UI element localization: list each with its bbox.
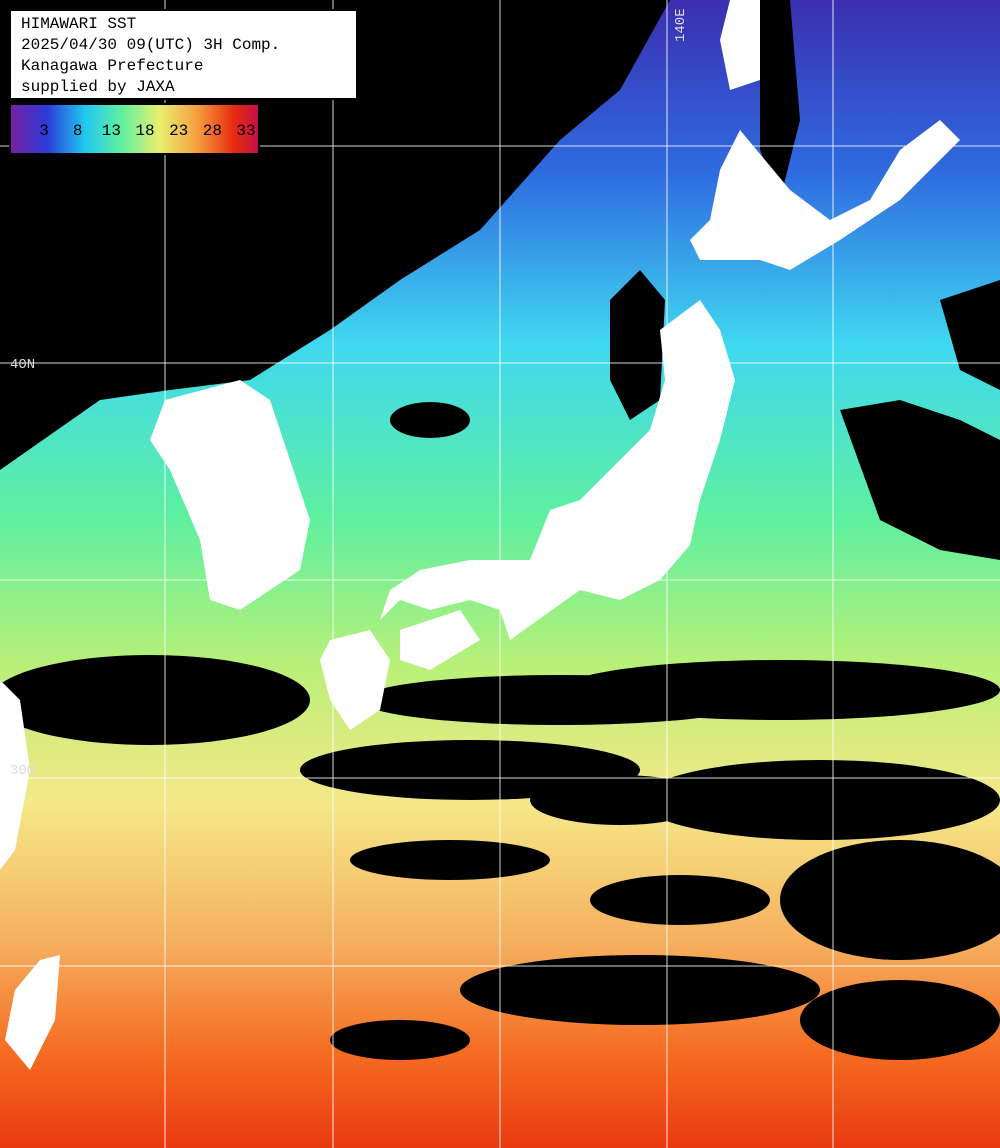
header-line: 2025/04/30 09(UTC) 3H Comp. xyxy=(21,36,280,54)
header-line: Kanagawa Prefecture xyxy=(21,57,203,75)
info-box xyxy=(9,9,358,100)
colorbar-tick-label: 3 xyxy=(39,122,49,140)
header: HIMAWARI SST 2025/04/30 09(UTC) 3H Comp. K… xyxy=(21,15,280,96)
colorbar-labels: 3 8 13 18 23 28 33 xyxy=(39,122,255,140)
colorbar-tick-label: 23 xyxy=(169,122,188,140)
lon-label: 140E xyxy=(673,8,689,42)
land xyxy=(0,0,960,1070)
colorbar-tick-label: 18 xyxy=(135,122,154,140)
lat-label: 40N xyxy=(10,357,35,373)
header-line: HIMAWARI SST xyxy=(21,15,136,33)
no-data xyxy=(0,0,1000,1060)
lat-label: 30N xyxy=(10,763,35,779)
colorbar-tick-label: 28 xyxy=(203,122,222,140)
colorbar-tick-label: 8 xyxy=(73,122,83,140)
colorbar-tick-label: 13 xyxy=(102,122,121,140)
colorbar xyxy=(9,103,260,155)
header-line: supplied by JAXA xyxy=(21,78,175,96)
colorbar-tick-label: 33 xyxy=(236,122,255,140)
